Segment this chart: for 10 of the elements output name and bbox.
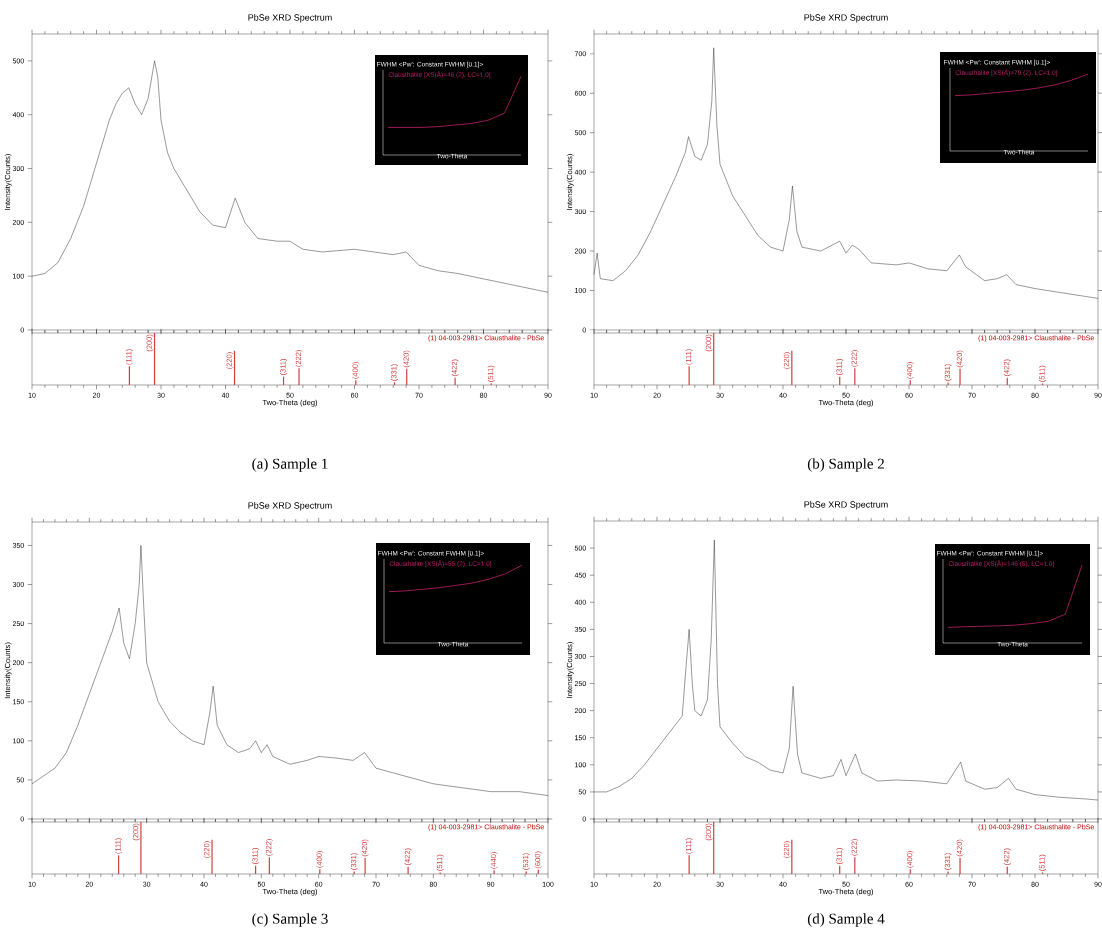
text: (c) Sample 3	[252, 913, 328, 927]
text: (d) Sample 4	[807, 913, 885, 927]
line-series	[593, 47, 1099, 299]
chart-title: PbSe XRD Spectrum	[248, 14, 332, 23]
chart-title: PbSe XRD Spectrum	[804, 501, 888, 510]
text: (b) Sample 2	[807, 458, 884, 472]
chart-title: PbSe XRD Spectrum	[248, 502, 332, 511]
text: (a) Sample 1	[252, 458, 328, 472]
line-series	[593, 539, 1099, 801]
chart-title: PbSe XRD Spectrum	[804, 14, 888, 23]
